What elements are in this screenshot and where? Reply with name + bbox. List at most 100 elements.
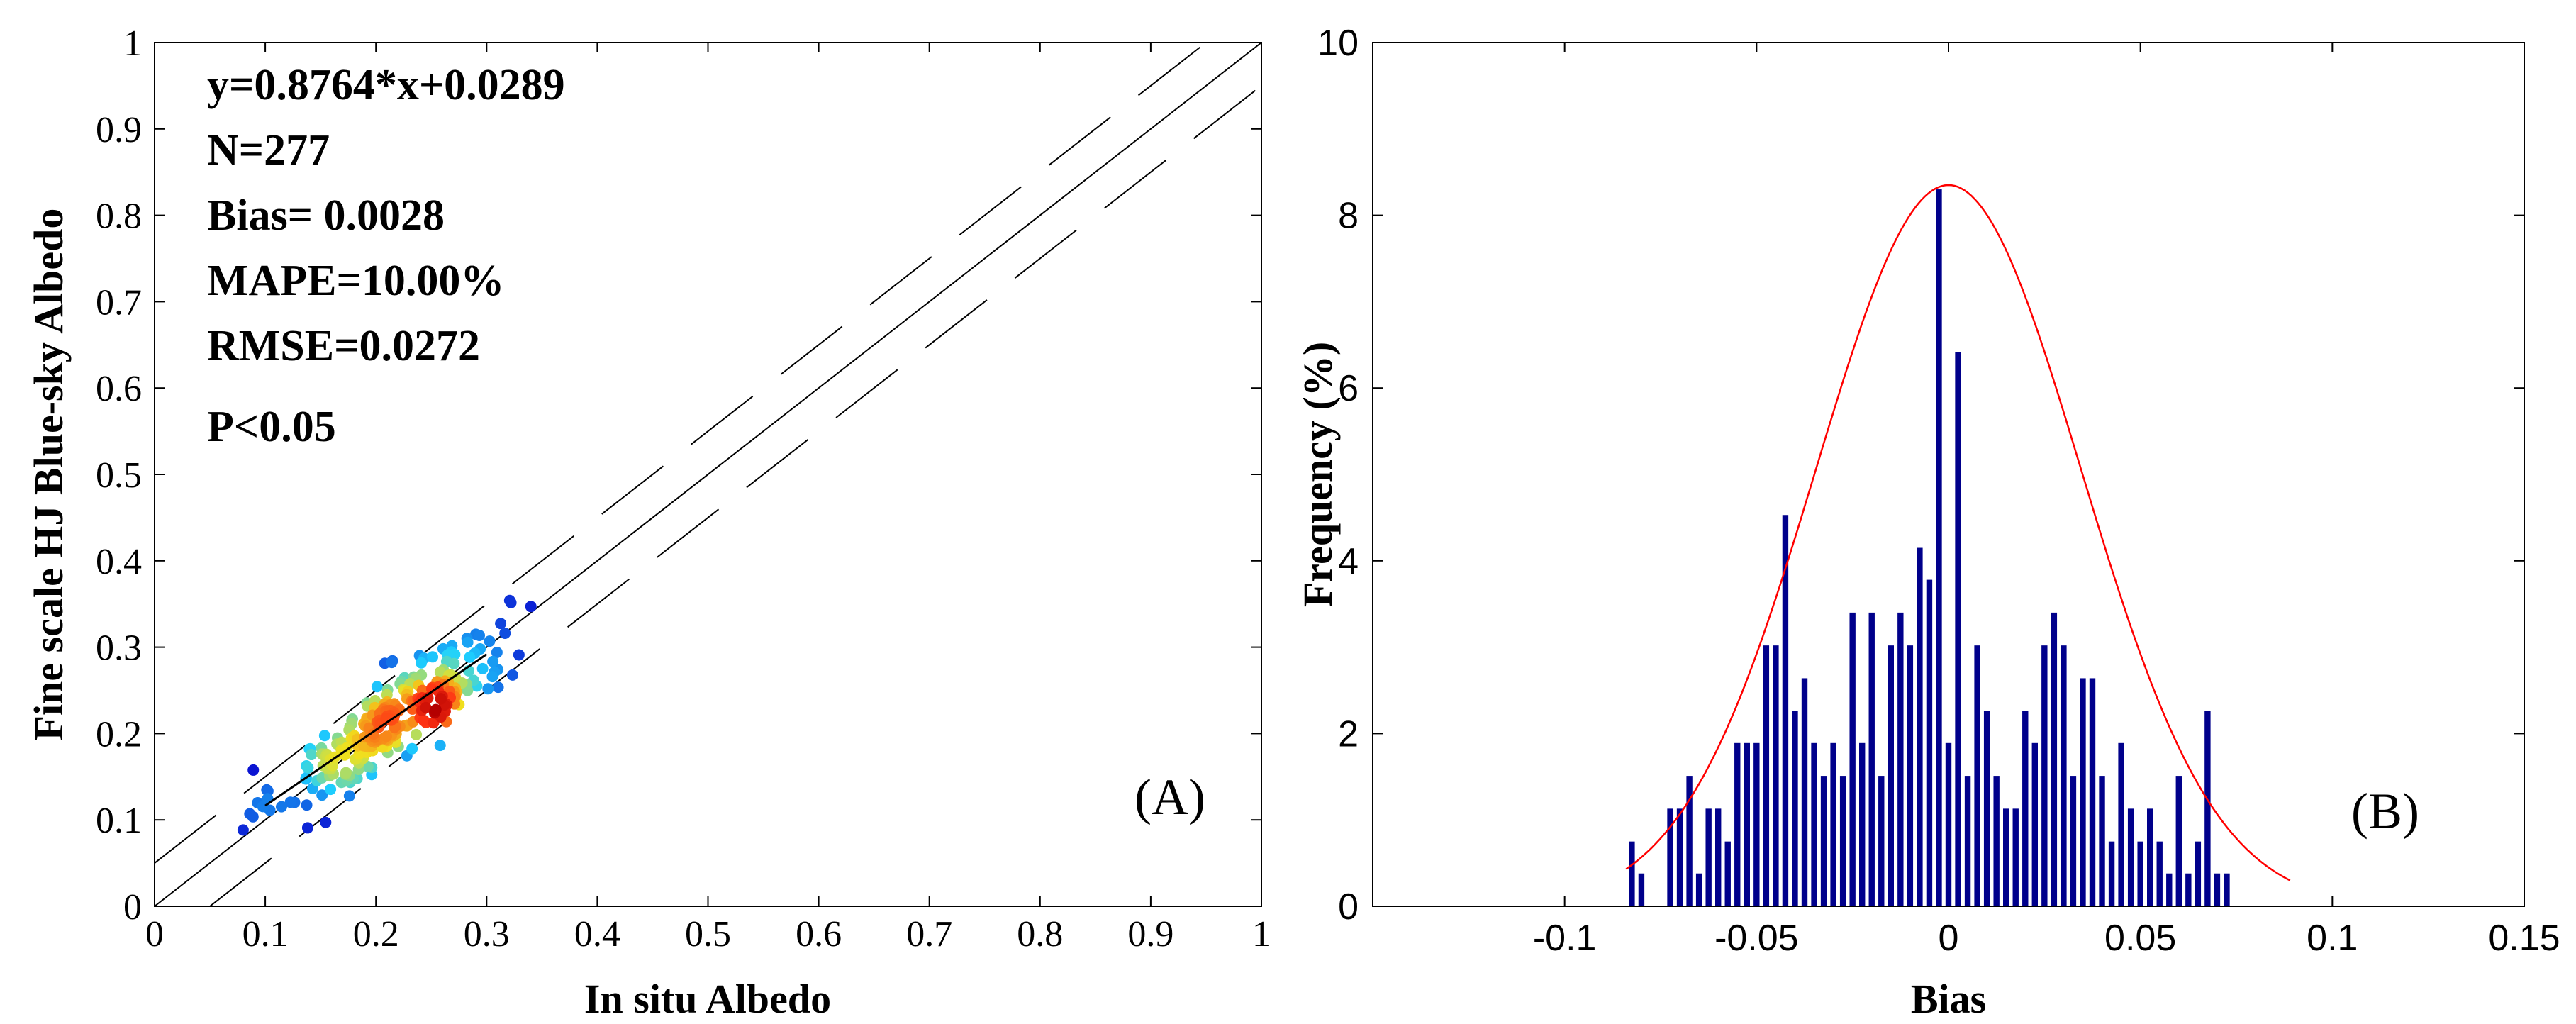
histogram-bar <box>2051 612 2058 906</box>
histogram-bar <box>2099 776 2105 906</box>
histogram-bar <box>2061 645 2067 906</box>
scatter-point <box>284 796 296 808</box>
histogram-bar <box>1629 841 1635 906</box>
histogram-x-tick-label: 0.1 <box>2307 918 2358 959</box>
histogram-bar <box>1724 841 1731 906</box>
scatter-point <box>487 655 499 667</box>
scatter-y-tick-label: 0.3 <box>96 628 142 669</box>
scatter-point <box>302 762 314 774</box>
histogram-bar <box>2224 873 2230 906</box>
scatter-point <box>484 635 496 647</box>
histogram-bar <box>1782 515 1789 906</box>
histogram-y-axis-title: Frequency (%) <box>1295 342 1341 607</box>
histogram-y-tick-label: 2 <box>1338 713 1359 755</box>
scatter-point <box>301 822 313 834</box>
histogram-bar <box>2175 776 2182 906</box>
stat-p: P<0.05 <box>207 403 336 451</box>
histogram-bar <box>2070 776 2077 906</box>
histogram-bar <box>1955 352 1961 906</box>
scatter-point <box>430 703 442 716</box>
histogram-y-tick-label: 4 <box>1338 541 1359 582</box>
histogram-bar <box>1753 742 1760 906</box>
scatter-point <box>416 657 428 669</box>
histogram-panel: -0.1 -0.05 0 0.05 0.1 0.15 0 2 4 6 8 10 (B) Bias Fr… <box>1295 23 2560 1022</box>
scatter-x-tick-label: 0.5 <box>685 914 731 955</box>
histogram-x-tick-label: 0.05 <box>2104 918 2176 959</box>
histogram-bar <box>1820 776 1827 906</box>
histogram-bar <box>2012 808 2019 906</box>
histogram-bar <box>1676 808 1683 906</box>
histogram-y-tick-label: 8 <box>1338 196 1359 237</box>
scatter-x-tick-label: 0.8 <box>1017 914 1063 955</box>
histogram-bar <box>1744 742 1750 906</box>
scatter-point <box>435 693 447 705</box>
scatter-y-tick-label: 0 <box>123 887 142 928</box>
scatter-point <box>275 801 287 813</box>
histogram-bar <box>1638 873 1645 906</box>
histogram-bar <box>1734 742 1741 906</box>
scatter-tick-labels: 0 0.1 0.2 0.3 0.4 0.5 0.6 0.7 0.8 0.9 1 0 0.1 0.2 0.3 0… <box>96 23 1271 955</box>
scatter-y-tick-label: 1 <box>123 23 142 64</box>
scatter-point <box>316 789 328 801</box>
scatter-point <box>525 601 537 613</box>
histogram-bar <box>1859 742 1866 906</box>
scatter-stats-block: y=0.8764*x+0.0289 N=277 Bias= 0.0028 MAP… <box>207 61 576 451</box>
scatter-point <box>318 730 330 742</box>
scatter-x-tick-label: 1 <box>1252 914 1271 955</box>
histogram-bar <box>2156 841 2163 906</box>
scatter-point <box>411 728 423 740</box>
scatter-point <box>434 740 446 752</box>
panel-label-b: (B) <box>2351 783 2419 840</box>
scatter-point <box>476 662 489 674</box>
histogram-bar <box>2041 645 2048 906</box>
scatter-y-tick-label: 0.8 <box>96 196 142 237</box>
histogram-bar <box>2022 711 2029 906</box>
histogram-bar <box>2108 841 2115 906</box>
scatter-point <box>418 714 430 726</box>
scatter-y-tick-label: 0.5 <box>96 455 142 496</box>
one-to-one-line <box>154 42 1262 907</box>
histogram-bar <box>1830 742 1836 906</box>
histogram-bar <box>1686 776 1693 906</box>
scatter-point <box>380 730 392 742</box>
histogram-bar <box>2137 841 2143 906</box>
scatter-point <box>340 767 352 779</box>
scatter-point <box>325 784 337 796</box>
histogram-bar <box>1705 808 1712 906</box>
stat-rmse: RMSE=0.0272 <box>207 322 480 370</box>
scatter-y-tick-label: 0.7 <box>96 282 142 323</box>
histogram-bar <box>1773 645 1779 906</box>
scatter-point <box>492 681 504 694</box>
histogram-bar <box>2127 808 2134 906</box>
scatter-point <box>320 816 332 828</box>
histogram-bar <box>1907 645 1914 906</box>
scatter-point <box>371 681 383 693</box>
histogram-bar <box>1839 776 1846 906</box>
normal-fit-curve <box>1625 184 2291 881</box>
histogram-bar <box>1792 711 1798 906</box>
regression-line <box>264 653 488 807</box>
histogram-bar <box>1917 547 1923 906</box>
scatter-y-tick-label: 0.6 <box>96 369 142 409</box>
histogram-bar <box>1926 579 1933 906</box>
scatter-point <box>434 666 446 678</box>
histogram-tick-labels: -0.1 -0.05 0 0.05 0.1 0.15 0 2 4 6 8 10 <box>1317 23 2560 959</box>
stat-n: N=277 <box>207 126 330 174</box>
histogram-bar <box>1695 873 1702 906</box>
scatter-point <box>462 636 474 648</box>
scatter-point <box>247 764 260 776</box>
scatter-point <box>343 790 355 802</box>
histogram-x-tick-label: -0.1 <box>1533 918 1597 959</box>
scatter-y-tick-label: 0.2 <box>96 714 142 755</box>
histogram-y-tick-label: 0 <box>1338 886 1359 928</box>
histogram-bar <box>2147 808 2153 906</box>
scatter-x-tick-label: 0.6 <box>796 914 842 955</box>
histogram-bar <box>1964 776 1971 906</box>
histogram-bars <box>1629 189 2230 906</box>
histogram-y-tick-label: 10 <box>1317 23 1359 64</box>
stat-bias: Bias= 0.0028 <box>207 191 445 240</box>
histogram-bar <box>2204 711 2211 906</box>
scatter-x-tick-label: 0.1 <box>242 914 289 955</box>
histogram-axes-box <box>1372 42 2525 907</box>
